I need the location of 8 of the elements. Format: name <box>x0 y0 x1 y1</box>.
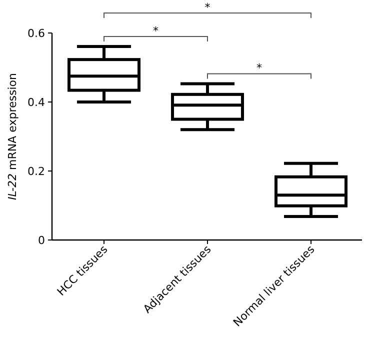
annotation: * <box>256 62 262 75</box>
y-tick-label: 0.4 <box>28 96 45 109</box>
y-tick-label: 0.6 <box>28 26 45 40</box>
y-axis-title: IL-22 mRNA expression <box>6 73 19 200</box>
y-tick-label: 0.2 <box>28 164 45 178</box>
annotation: * <box>153 24 159 38</box>
text: * <box>204 1 211 14</box>
y-tick-label: 0 <box>38 234 45 247</box>
